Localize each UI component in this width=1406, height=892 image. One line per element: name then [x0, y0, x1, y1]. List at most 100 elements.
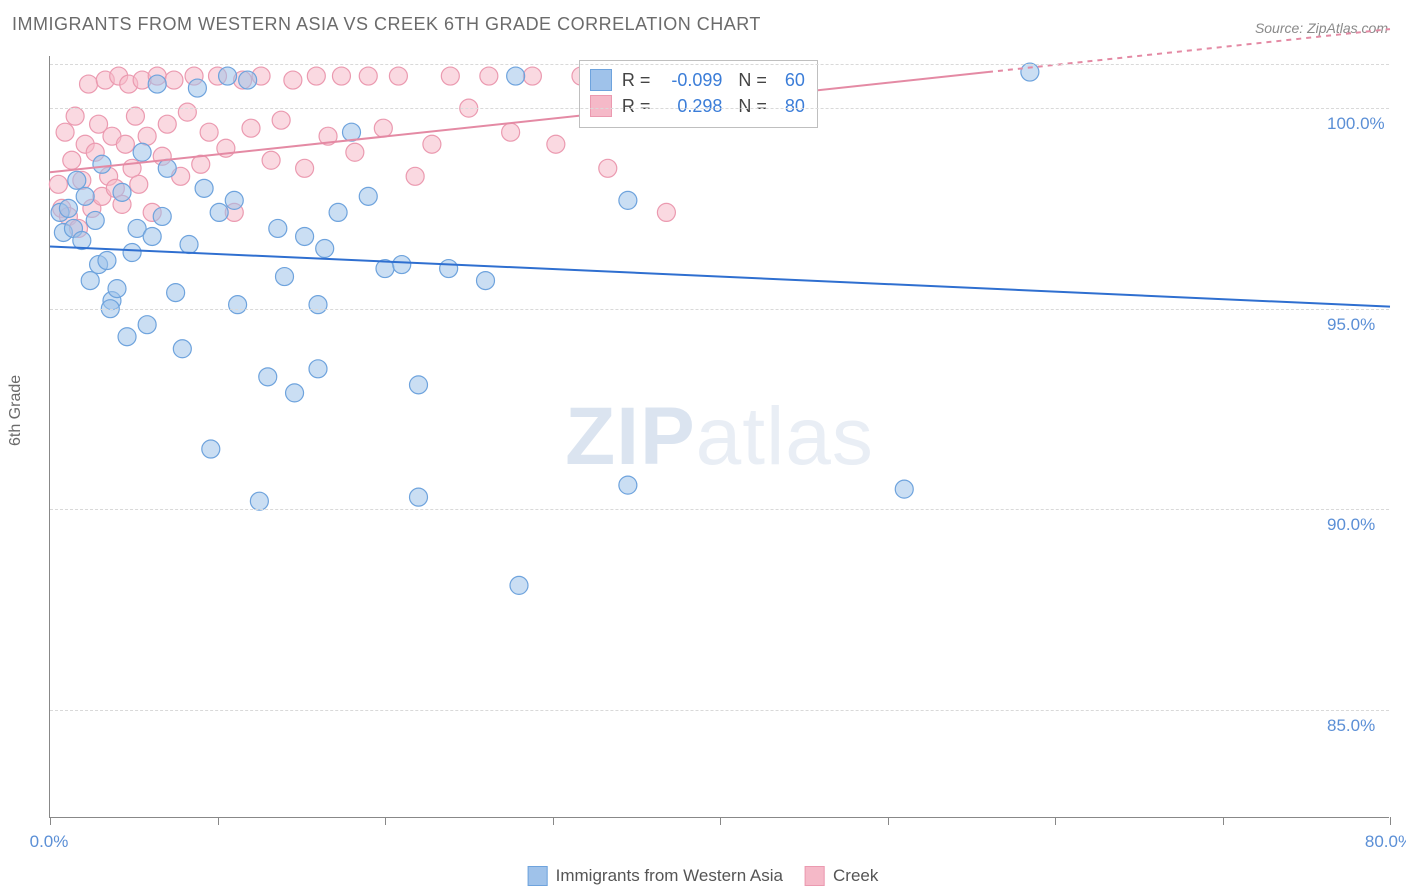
series-legend: Immigrants from Western Asia Creek — [528, 866, 879, 886]
data-point — [410, 376, 428, 394]
data-point — [210, 203, 228, 221]
data-point — [192, 155, 210, 173]
data-point — [113, 183, 131, 201]
data-point — [477, 272, 495, 290]
data-point — [309, 360, 327, 378]
data-point — [143, 227, 161, 245]
y-tick-label: 100.0% — [1327, 114, 1385, 134]
data-point — [68, 171, 86, 189]
data-point — [510, 576, 528, 594]
correlation-legend: R = -0.099 N = 60 R = 0.298 N = 80 — [579, 60, 818, 128]
data-point — [200, 123, 218, 141]
data-point — [138, 127, 156, 145]
data-point — [219, 67, 237, 85]
legend-label-blue: Immigrants from Western Asia — [556, 866, 783, 886]
data-point — [49, 175, 67, 193]
data-point — [599, 159, 617, 177]
data-point — [250, 492, 268, 510]
x-tick-label: 80.0% — [1365, 832, 1406, 852]
data-point — [1021, 63, 1039, 81]
y-tick-label: 95.0% — [1327, 315, 1375, 335]
data-point — [66, 107, 84, 125]
y-tick-label: 85.0% — [1327, 716, 1375, 736]
data-point — [81, 272, 99, 290]
data-point — [259, 368, 277, 386]
data-point — [262, 151, 280, 169]
data-point — [86, 211, 104, 229]
n-value-blue: 60 — [773, 67, 805, 93]
data-point — [153, 207, 171, 225]
n-value-pink: 80 — [773, 93, 805, 119]
data-point — [619, 191, 637, 209]
data-point — [269, 219, 287, 237]
data-point — [284, 71, 302, 89]
trendline-extrapolated — [988, 29, 1390, 72]
data-point — [657, 203, 675, 221]
data-point — [126, 107, 144, 125]
data-point — [158, 115, 176, 133]
chart-title: IMMIGRANTS FROM WESTERN ASIA VS CREEK 6T… — [12, 14, 761, 35]
data-point — [165, 71, 183, 89]
data-point — [138, 316, 156, 334]
data-point — [346, 143, 364, 161]
r-value-pink: 0.298 — [656, 93, 722, 119]
data-point — [195, 179, 213, 197]
data-point — [167, 284, 185, 302]
data-point — [148, 75, 166, 93]
data-point — [56, 123, 74, 141]
data-point — [619, 476, 637, 494]
data-point — [239, 71, 257, 89]
data-point — [178, 103, 196, 121]
data-point — [406, 167, 424, 185]
data-point — [158, 159, 176, 177]
data-point — [98, 252, 116, 270]
data-point — [389, 67, 407, 85]
data-point — [63, 151, 81, 169]
data-point — [173, 340, 191, 358]
data-point — [116, 135, 134, 153]
data-point — [59, 199, 77, 217]
data-point — [130, 175, 148, 193]
legend-row-blue: R = -0.099 N = 60 — [590, 67, 805, 93]
legend-swatch-pink-icon — [805, 866, 825, 886]
r-value-blue: -0.099 — [656, 67, 722, 93]
plot-area: ZIPatlas R = -0.099 N = 60 R = 0.298 N =… — [49, 56, 1389, 818]
data-point — [309, 296, 327, 314]
legend-swatch-blue-icon — [528, 866, 548, 886]
legend-row-pink: R = 0.298 N = 80 — [590, 93, 805, 119]
y-tick-label: 90.0% — [1327, 515, 1375, 535]
data-point — [76, 187, 94, 205]
trendline — [50, 247, 1390, 307]
data-point — [410, 488, 428, 506]
data-point — [296, 227, 314, 245]
data-point — [423, 135, 441, 153]
data-point — [895, 480, 913, 498]
data-point — [374, 119, 392, 137]
data-point — [359, 187, 377, 205]
data-point — [393, 256, 411, 274]
y-axis-label: 6th Grade — [7, 375, 25, 446]
data-point — [507, 67, 525, 85]
data-point — [188, 79, 206, 97]
data-point — [123, 244, 141, 262]
data-point — [202, 440, 220, 458]
data-point — [80, 75, 98, 93]
source-attribution: Source: ZipAtlas.com — [1255, 20, 1388, 36]
data-point — [307, 67, 325, 85]
data-point — [329, 203, 347, 221]
data-point — [276, 268, 294, 286]
data-point — [441, 67, 459, 85]
data-point — [440, 260, 458, 278]
data-point — [480, 67, 498, 85]
data-point — [286, 384, 304, 402]
data-point — [316, 240, 334, 258]
data-point — [296, 159, 314, 177]
data-point — [133, 143, 151, 161]
data-point — [229, 296, 247, 314]
swatch-pink-icon — [590, 95, 612, 117]
data-point — [547, 135, 565, 153]
data-point — [180, 235, 198, 253]
data-point — [332, 67, 350, 85]
data-point — [502, 123, 520, 141]
data-point — [225, 191, 243, 209]
